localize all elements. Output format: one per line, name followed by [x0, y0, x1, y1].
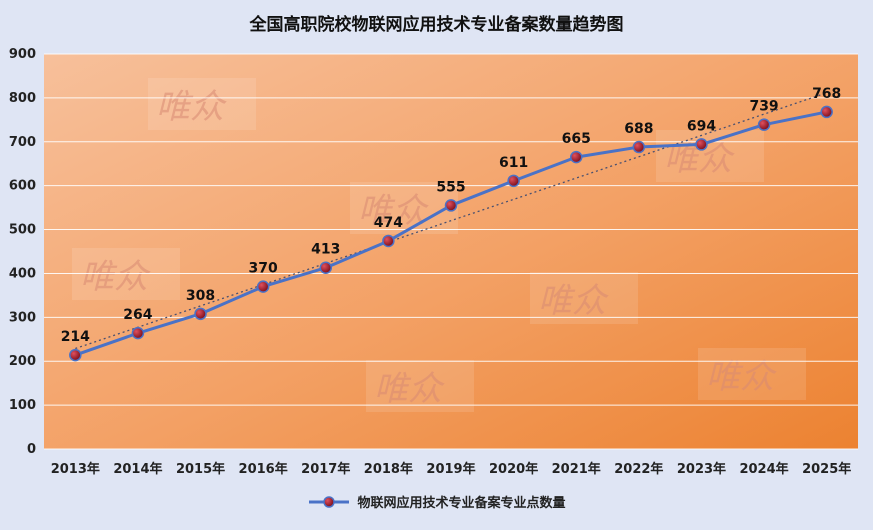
y-tick-label: 100	[9, 398, 36, 413]
legend-label: 物联网应用技术专业备案专业点数量	[357, 496, 566, 511]
y-tick-label: 700	[9, 135, 36, 150]
data-point	[444, 199, 458, 212]
x-tick-label: 2025年	[802, 461, 851, 477]
watermark-box	[72, 248, 180, 300]
watermark-text: 唯众	[706, 357, 777, 397]
data-label: 264	[123, 307, 152, 323]
legend: 物联网应用技术专业备案专业点数量	[0, 492, 873, 511]
watermark-box	[698, 348, 806, 400]
y-tick-label: 500	[9, 223, 36, 238]
x-axis: 2013年 2014年 2015年 2016年 2017年 2018年 2019年 2020年…	[51, 461, 852, 477]
trendline-line	[75, 92, 827, 350]
data-labels: 214 264 308 370 413 474 555 611 665 688 694 739 768	[61, 86, 842, 345]
y-tick-label: 600	[9, 179, 36, 194]
data-label: 474	[374, 215, 403, 231]
trendline	[75, 92, 827, 350]
chart-title: 全国高职院校物联网应用技术专业备案数量趋势图	[249, 15, 624, 35]
data-point	[194, 307, 207, 321]
x-tick-label: 2018年	[364, 461, 413, 477]
data-label: 214	[61, 329, 90, 345]
y-tick-label: 800	[9, 91, 36, 106]
data-label: 413	[311, 242, 340, 258]
data-point	[507, 174, 520, 188]
data-label: 308	[186, 288, 215, 304]
x-tick-label: 2022年	[614, 461, 663, 477]
data-label: 370	[249, 261, 278, 277]
data-label: 768	[812, 86, 841, 102]
x-tick-label: 2021年	[552, 461, 601, 477]
data-point	[757, 118, 771, 131]
watermark-text: 唯众	[80, 257, 151, 297]
x-tick-label: 2020年	[489, 461, 538, 477]
x-tick-label: 2019年	[426, 461, 475, 477]
data-label: 694	[687, 118, 716, 134]
y-tick-label: 900	[9, 47, 36, 62]
data-point	[69, 348, 82, 362]
x-tick-label: 2016年	[239, 461, 288, 477]
watermark-box	[656, 130, 764, 182]
data-point	[382, 234, 395, 248]
data-point	[256, 280, 270, 293]
watermark-text: 唯众	[538, 281, 609, 321]
y-tick-label: 400	[9, 266, 36, 281]
y-tick-label: 0	[27, 442, 36, 457]
y-tick-label: 200	[9, 354, 36, 369]
watermark-box	[148, 78, 256, 130]
x-tick-label: 2017年	[301, 461, 350, 477]
y-axis: 0 100 200 300 400 500 600 700 800 900	[9, 47, 36, 457]
watermark-box	[366, 360, 474, 412]
watermark-box	[530, 272, 638, 324]
data-point	[632, 140, 646, 154]
gridlines	[44, 53, 858, 450]
x-tick-label: 2014年	[113, 461, 162, 477]
x-tick-label: 2024年	[739, 461, 788, 477]
watermark-text: 唯众	[156, 87, 227, 127]
watermark-text: 唯众	[374, 369, 445, 409]
series-layer	[69, 105, 833, 362]
data-point	[695, 138, 708, 151]
watermark-box	[350, 182, 458, 234]
data-label: 555	[436, 179, 465, 195]
x-tick-label: 2013年	[51, 461, 100, 477]
legend-swatch	[309, 495, 350, 508]
data-label: 739	[749, 99, 778, 115]
data-point	[131, 326, 145, 340]
data-point	[319, 261, 333, 274]
data-point	[569, 150, 583, 164]
data-point	[820, 105, 833, 119]
x-tick-label: 2023年	[677, 461, 726, 477]
data-label: 688	[624, 121, 653, 137]
plot-area	[44, 54, 858, 449]
data-label: 665	[562, 131, 591, 147]
y-tick-label: 300	[9, 310, 36, 325]
data-label: 611	[499, 155, 528, 171]
x-tick-label: 2015年	[176, 461, 225, 477]
